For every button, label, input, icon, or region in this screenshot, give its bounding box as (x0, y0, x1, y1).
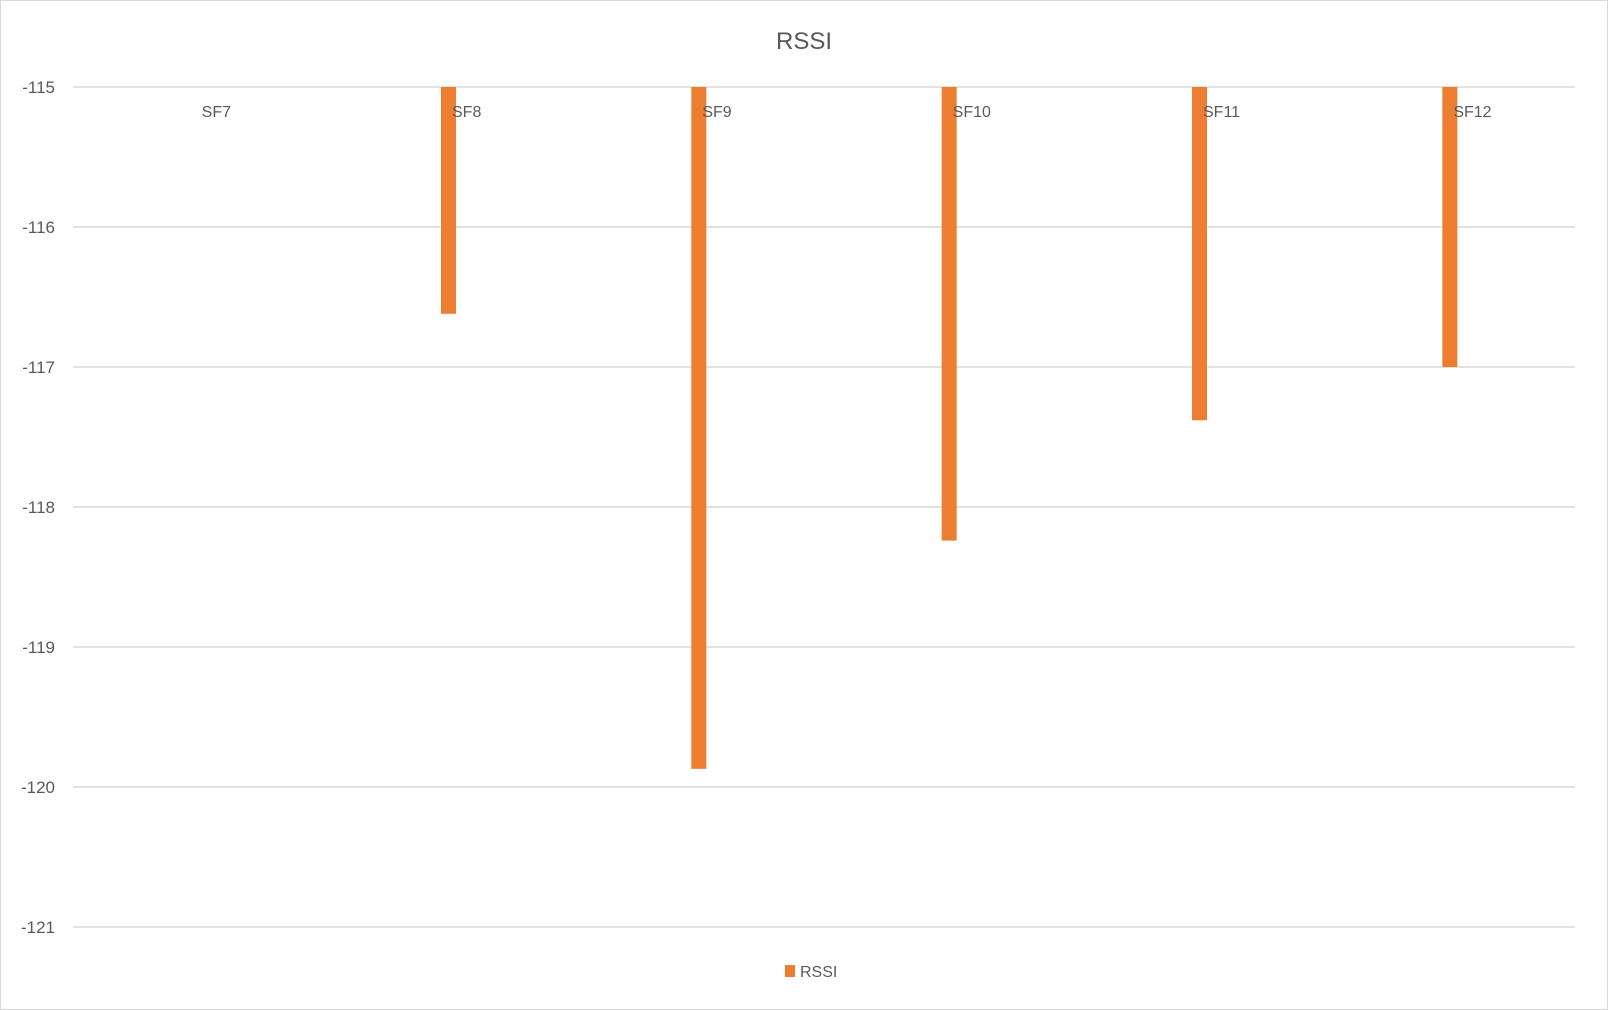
y-tick-label: -117 (22, 358, 55, 377)
bar (1442, 87, 1458, 367)
y-tick-label: -118 (22, 498, 55, 517)
category-label: SF9 (702, 104, 731, 121)
legend: RSSI (785, 964, 837, 981)
bar (441, 87, 456, 314)
legend-label: RSSI (800, 964, 837, 981)
bar (941, 87, 957, 541)
gridlines (73, 86, 1575, 928)
y-tick-label: -121 (21, 918, 55, 937)
category-label: SF10 (953, 104, 991, 121)
y-tick-label: -119 (22, 638, 55, 657)
bars (441, 87, 1458, 769)
bar (691, 87, 707, 769)
y-tick-label: -120 (21, 778, 55, 797)
category-label: SF11 (1203, 104, 1240, 121)
bar (1192, 87, 1207, 421)
category-label: SF8 (452, 104, 481, 121)
category-label: SF12 (1453, 104, 1491, 121)
y-tick-label: -115 (22, 78, 55, 97)
category-label: SF7 (202, 104, 231, 121)
chart-title: RSSI (776, 28, 832, 55)
y-axis-ticks: -115 -116 -117 -118 -119 -120 -121 (21, 78, 55, 937)
category-labels: SF7 SF8 SF9 SF10 SF11 SF12 (202, 104, 1492, 121)
legend-swatch (785, 965, 795, 977)
y-tick-label: -116 (22, 218, 55, 237)
